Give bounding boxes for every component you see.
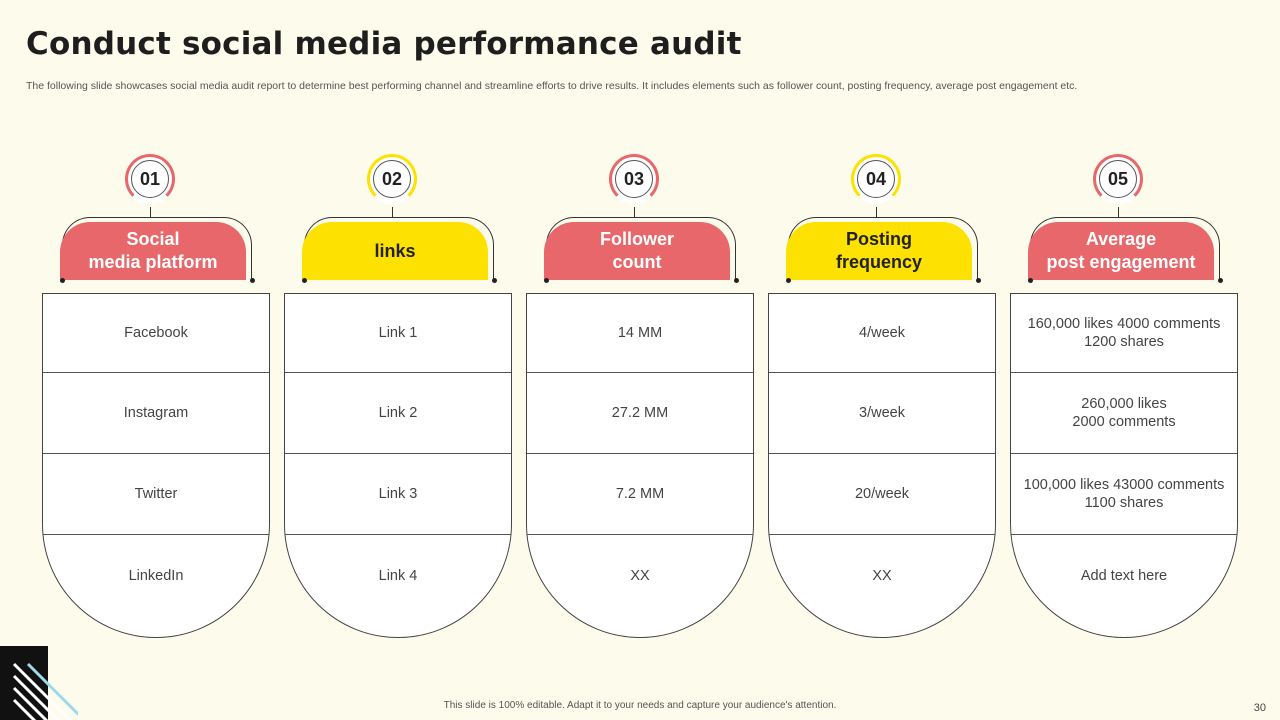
column-table: Link 1 Link 2 Link 3 Link 4 [284,293,512,638]
table-cell: 14 MM [527,294,753,373]
connector-dot [734,278,739,283]
audit-column-posting-frequency: 04 Posting frequency 4/week 3/week 20/we… [768,152,996,638]
table-cell: Instagram [43,373,269,454]
column-header: Follower count [544,222,730,280]
connector-dot [786,278,791,283]
table-cell: 20/week [769,454,995,535]
column-table: 14 MM 27.2 MM 7.2 MM XX [526,293,754,638]
connector-dot [976,278,981,283]
number-label: 01 [131,160,169,198]
table-cell: 100,000 likes 43000 comments 1100 shares [1011,454,1237,535]
table-cell: Twitter [43,454,269,535]
number-label: 02 [373,160,411,198]
table-cell: Link 1 [285,294,511,373]
connector-line [392,207,393,218]
table-cell: Link 4 [378,568,418,584]
table-cell: Link 3 [285,454,511,535]
number-label: 04 [857,160,895,198]
slide-footer: This slide is 100% editable. Adapt it to… [443,700,837,711]
table-cell: 3/week [769,373,995,454]
column-header: Posting frequency [786,222,972,280]
table-cell: Facebook [43,294,269,373]
table-cell: 160,000 likes 4000 comments 1200 shares [1011,294,1237,373]
column-table: 4/week 3/week 20/week XX [768,293,996,638]
connector-dot [492,278,497,283]
table-cell: XX [872,568,892,584]
slide-title: Conduct social media performance audit [26,26,742,62]
audit-column-links: 02 links Link 1 Link 2 Link 3 Link 4 [284,152,512,638]
table-cell: 27.2 MM [527,373,753,454]
number-badge: 01 [125,154,175,204]
connector-dot [544,278,549,283]
table-cell: LinkedIn [128,568,184,584]
column-table: Facebook Instagram Twitter LinkedIn [42,293,270,638]
column-header: Social media platform [60,222,246,280]
connector-dot [302,278,307,283]
table-cell: XX [630,568,650,584]
number-badge: 04 [851,154,901,204]
table-cell: 7.2 MM [527,454,753,535]
connector-dot [1028,278,1033,283]
audit-column-social-media-platform: 01 Social media platform Facebook Instag… [42,152,270,638]
corner-decoration [0,646,78,720]
number-badge: 05 [1093,154,1143,204]
connector-line [876,207,877,218]
slide-subtitle: The following slide showcases social med… [26,80,1078,92]
connector-line [1118,207,1119,218]
audit-column-average-post-engagement: 05 Average post engagement 160,000 likes… [1010,152,1238,638]
connector-dot [1218,278,1223,283]
page-number: 30 [1253,702,1266,714]
column-table: 160,000 likes 4000 comments 1200 shares … [1010,293,1238,638]
table-cell: 260,000 likes 2000 comments [1011,373,1237,454]
connector-line [634,207,635,218]
connector-dot [60,278,65,283]
number-badge: 03 [609,154,659,204]
number-label: 05 [1099,160,1137,198]
connector-line [150,207,151,218]
table-cell: 4/week [769,294,995,373]
column-header: links [302,222,488,280]
connector-dot [250,278,255,283]
table-cell: Add text here [1080,568,1168,584]
column-header: Average post engagement [1028,222,1214,280]
table-cell: Link 2 [285,373,511,454]
number-label: 03 [615,160,653,198]
number-badge: 02 [367,154,417,204]
audit-column-follower-count: 03 Follower count 14 MM 27.2 MM 7.2 MM X… [526,152,754,638]
